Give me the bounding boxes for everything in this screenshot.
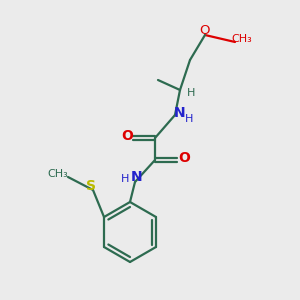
- Text: H: H: [185, 114, 193, 124]
- Text: N: N: [131, 170, 143, 184]
- Text: CH₃: CH₃: [48, 169, 68, 179]
- Text: O: O: [121, 129, 133, 143]
- Text: O: O: [200, 25, 210, 38]
- Text: H: H: [121, 174, 129, 184]
- Text: O: O: [178, 151, 190, 165]
- Text: S: S: [86, 179, 96, 193]
- Text: CH₃: CH₃: [232, 34, 252, 44]
- Text: N: N: [174, 106, 186, 120]
- Text: H: H: [187, 88, 195, 98]
